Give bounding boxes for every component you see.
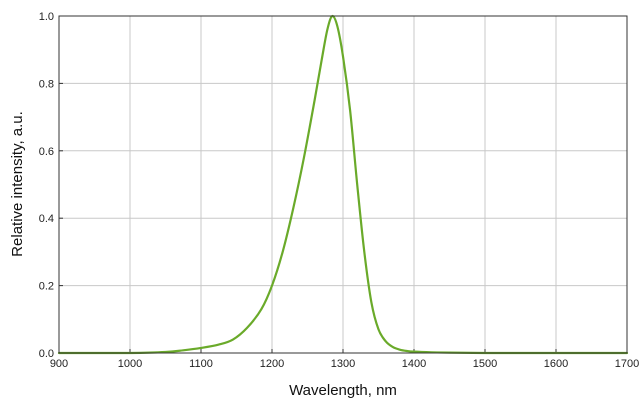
x-tick-label: 1500 [473,358,497,370]
x-tick-label: 900 [50,358,68,370]
y-tick-label: 0.2 [39,281,54,293]
x-axis-label: Wavelength, nm [289,382,397,399]
x-tick-label: 1000 [118,358,142,370]
y-tick-label: 0.0 [39,348,54,360]
x-tick-label: 1700 [615,358,639,370]
y-axis-label: Relative intensity, a.u. [9,111,26,257]
y-tick-label: 0.8 [39,78,54,90]
x-tick-label: 1200 [260,358,284,370]
y-tick-label: 0.4 [39,213,54,225]
grid-lines [59,16,627,353]
plot-frame [58,15,628,354]
x-tick-label: 1600 [544,358,568,370]
x-tick-label: 1400 [402,358,426,370]
series-line [57,14,629,355]
y-tick-label: 1.0 [39,11,54,23]
x-axis-ticks: 900 1000 1100 1200 1300 1400 1500 1600 1700 [50,349,639,370]
y-tick-label: 0.6 [39,146,54,158]
x-tick-label: 1300 [331,358,355,370]
x-tick-label: 1100 [189,358,213,370]
